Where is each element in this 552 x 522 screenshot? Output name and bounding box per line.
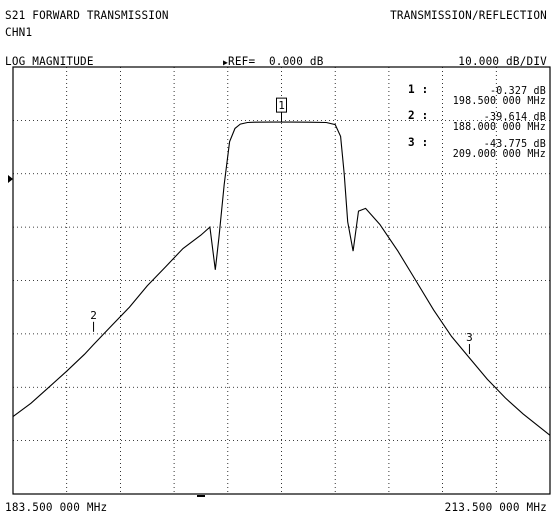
marker-3-label: 3 : (408, 135, 429, 150)
marker-2-freq: 188.000 000 MHz (452, 121, 546, 134)
reference-arrow-icon: ▶ (223, 57, 229, 68)
s21-trace (12, 121, 551, 436)
marker-1-freq: 198.500 000 MHz (452, 95, 546, 108)
reference-label: ▶REF= 0.000 dB (223, 54, 324, 70)
marker-1-number: 1 (278, 99, 285, 112)
marker-2-number: 2 (90, 309, 97, 322)
format-label: LOG MAGNITUDE (5, 54, 94, 69)
plot-border (12, 66, 551, 495)
plot-grid (13, 67, 550, 494)
trace-marker-1: 1 (276, 97, 287, 123)
mode-label: TRANSMISSION/REFLECTION (390, 8, 547, 23)
stop-frequency: 213.500 000 MHz (444, 500, 547, 515)
marker-3-value: -43.775 dB (483, 138, 546, 151)
measurement-title: S21 FORWARD TRANSMISSION (5, 8, 169, 23)
reference-value: REF= 0.000 dB (228, 54, 324, 69)
marker-1-label: 1 : (408, 82, 429, 97)
reference-level-pointer-icon (8, 175, 13, 183)
marker-3-freq: 209.000 000 MHz (452, 148, 546, 161)
marker-3-number: 3 (466, 331, 473, 344)
marker-2-label: 2 : (408, 108, 429, 123)
scale-label: 10.000 dB/DIV (458, 54, 547, 69)
channel-label: CHN1 (5, 25, 33, 40)
start-frequency: 183.500 000 MHz (5, 500, 108, 515)
center-frequency-tick (197, 495, 205, 497)
marker-1-value: -0.327 dB (490, 85, 546, 98)
marker-2-value: -39.614 dB (483, 111, 546, 124)
marker-group: 1 2 3 (90, 97, 473, 355)
trace-marker-2: 2 (90, 309, 97, 332)
trace-marker-3: 3 (466, 331, 473, 355)
